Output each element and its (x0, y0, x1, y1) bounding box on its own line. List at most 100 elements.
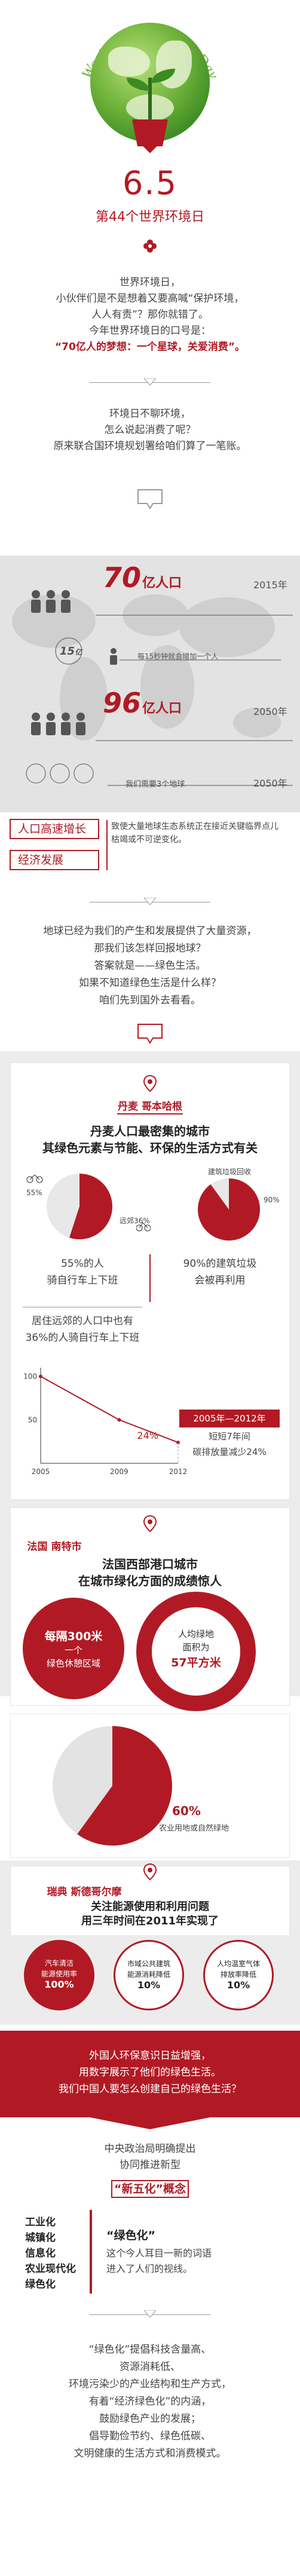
causes-description: 致使大量地球生态系统正在接近关键临界点儿枯竭或不可逆变化。 (111, 822, 278, 845)
pie-title: 建筑垃圾回收 (208, 1168, 252, 1176)
population-year: 2050年 (253, 706, 287, 717)
emissions-trend-chart: 2005 2009 2012 100 50 24% (23, 1368, 188, 1476)
pie-label: 55% (26, 1189, 42, 1197)
pie-label: 60% (172, 1804, 201, 1818)
divider (117, 1113, 183, 1114)
population-unit: 亿人口 (142, 701, 182, 716)
pie-chart-land (53, 1726, 173, 1846)
pie-note: 农业用地或自然绿地 (159, 1824, 229, 1833)
pie-land-slice (77, 1726, 173, 1846)
card-title-line: 其绿色元素与节能、环保的生活方式有关 (42, 1141, 258, 1155)
speech-bubble-icon (137, 489, 163, 509)
chevron-down-icon (144, 2310, 156, 2318)
band-line: 用数字展示了他们的绿色生活。 (79, 2067, 221, 2078)
closing-line: “绿色化”提倡科技含量高、 (88, 2344, 212, 2356)
causes-section: 人口高速增长 经济发展 致使大量地球生态系统正在接近关键临界点儿枯竭或不可逆变化… (0, 815, 300, 881)
xinwuhua-item: 绿色化 (25, 2279, 56, 2291)
china-text: 中央政治局明确提出 协同推进新型 (0, 2141, 300, 2173)
trend-point (117, 1418, 121, 1422)
green-area-text: 每隔300米 一个 绿色休憩区域 (44, 1630, 103, 1669)
xinwuhua-panel: 工业化 城镇化 信息化 农业现代化 绿色化 “绿色化” 这个今人耳目一新的词语 … (0, 2210, 300, 2299)
closing-line: 资源消耗低、 (120, 2361, 180, 2373)
population-earth-note: 我们需要3个地球 (125, 780, 185, 789)
divider (90, 2210, 92, 2293)
location-label: 瑞典 斯德哥尔摩 (47, 1886, 122, 1898)
copenhagen-card: 丹麦 哥本哈根 丹麦人口最密集的城市 其绿色元素与节能、环保的生活方式有关 55… (11, 1063, 289, 1499)
intro-line: 今年世界环境日的口号是： (89, 325, 211, 337)
speech-bubble-icon (137, 1024, 163, 1044)
card-title-line: 用三年时间在2011年实现了 (81, 1915, 219, 1927)
x-tick-label: 2005 (32, 1467, 50, 1476)
greenhouse-circle: 人均温室气体 排放率降低 10% (203, 1940, 274, 2010)
stat-cycling: 55%的人 骑自行车上下班 (47, 1258, 118, 1287)
card-title-line: 丹麦人口最密集的城市 (90, 1124, 210, 1138)
population-rate-number: 15亿 (60, 645, 82, 658)
world-map-icon (12, 590, 293, 786)
population-rate-note: 每15秒钟就会增加一个人 (137, 652, 219, 661)
population-number: 70 (103, 561, 142, 594)
energy-circle: 汽车清洁 能源使用率 100% (24, 1940, 94, 2010)
band-line: 我们中国人要怎么创建自己的绿色生活？ (59, 2083, 241, 2095)
xinwuhua-item: 农业现代化 (25, 2263, 76, 2275)
card-title-line: 在城市绿化方面的成绩惊人 (78, 1574, 222, 1588)
trend-label: 24% (137, 1430, 158, 1441)
x-tick-label: 2009 (110, 1467, 128, 1476)
public-building-circle: 市域公共建筑 能源消耗降低 10% (114, 1940, 184, 2010)
pie-chart-cycling (47, 1174, 113, 1239)
card-title-line: 法国西部港口城市 (102, 1557, 198, 1571)
trend-box-title: 2005年—2012年 (179, 1410, 280, 1427)
chevron-down-icon (144, 378, 156, 386)
bicycle-icon (136, 1222, 151, 1232)
band-tab (90, 2117, 210, 2130)
green-land-text: 人均绿地 面积为 57平方米 (171, 1629, 221, 1669)
pie-label: 远郊36% (120, 1217, 150, 1225)
stat-suburbs: 居住远郊的人口中也有 36%的人骑自行车上下班 (25, 1315, 140, 1344)
trend-point (176, 1441, 180, 1445)
slogan: “70亿人的梦想：一个星球，关爱消费”。 (54, 341, 245, 353)
location-label: 法国 南特市 (27, 1541, 82, 1553)
population-panel: 70 亿人口 2015年 15亿 每15秒钟就会增加一个人 96 亿人口 205… (0, 555, 300, 812)
green-text: 这个今人耳目一新的词语 进入了人们的视线。 (106, 2248, 212, 2274)
pie-chart-recycling: 90% (198, 1178, 280, 1241)
pie-cycling-slice (69, 1174, 113, 1239)
trend-box-text: 短短7年间 碳排放量减少24% (192, 1431, 267, 1457)
china-line: 中央政治局明确提出 (104, 2143, 196, 2155)
sec2-line: 怎么说起消费了呢？ (104, 424, 196, 436)
location-pin-icon (143, 1515, 157, 1532)
hero-section: World Environment Day 6.5 第44个世界环境日 (0, 0, 300, 227)
closing-band: 外国人环保意识日益增强， 用数字展示了他们的绿色生活。 我们中国人要怎么创建自己… (0, 2031, 300, 2117)
xinwuhua-item: 城镇化 (25, 2232, 56, 2244)
sec3-line: 咱们先到国外去看看。 (99, 994, 201, 1006)
trend-point (39, 1374, 42, 1378)
pie-recycling-slice (198, 1178, 260, 1241)
closing-line: 倡导勤俭节约、绿色低碳、 (89, 2430, 211, 2442)
tag-population-growth: 人口高速增长 (10, 819, 99, 839)
population-unit: 亿人口 (142, 576, 182, 591)
china-line: 协同推进新型 (120, 2159, 180, 2171)
sec3-line: 答案就是——绿色生活。 (94, 960, 206, 972)
hero-subtitle: 第44个世界环境日 (96, 210, 204, 225)
sec3-line: 如果不知道绿色生活是什么样？ (79, 977, 221, 989)
population-year: 2050年 (253, 778, 287, 789)
section3-text: 地球已经为我们的产生和发展提供了大量资源， 那我们该怎样回报地球？ 答案就是——… (0, 923, 300, 1009)
location-label: 丹麦 哥本哈根 (118, 1101, 182, 1113)
x-tick-label: 2012 (169, 1467, 188, 1476)
closing-line: 鼓励绿色产业的发展； (99, 2413, 201, 2425)
pie-chart: 55% (26, 1174, 113, 1239)
sec2-line: 原来联合国环境规划署给咱们算了一笔账。 (53, 440, 247, 452)
closing-text: “绿色化”提倡科技含量高、 资源消耗低、 环境污染少的产业结构和生产方式， 有着… (0, 2341, 300, 2463)
section2-text: 环境日不聊环境， 怎么说起消费了呢？ 原来联合国环境规划署给咱们算了一笔账。 (0, 406, 300, 455)
location-pin-icon (143, 1863, 157, 1880)
nantes-card: 法国 南特市 法国西部港口城市 在城市绿化方面的成绩惊人 每隔300米 一个 绿… (11, 1508, 289, 1711)
green-title: “绿色化” (106, 2229, 155, 2242)
divider (149, 1254, 151, 1302)
intro-line: 人人有责”？那你就错了。 (91, 309, 209, 321)
nantes-land-card: 60% 农业用地或自然绿地 (11, 1714, 289, 1857)
flower-divider-icon (143, 240, 157, 253)
intro-text: 世界环境日， 小伙伴们是不是想着又要高喊“保护环境， 人人有责”？那你就错了。 … (0, 275, 300, 355)
pie-label: 90% (264, 1196, 280, 1204)
closing-line: 文明健康的生活方式和消费模式。 (74, 2448, 226, 2460)
divider (106, 820, 108, 870)
xinwuhua-item: 工业化 (25, 2216, 56, 2228)
